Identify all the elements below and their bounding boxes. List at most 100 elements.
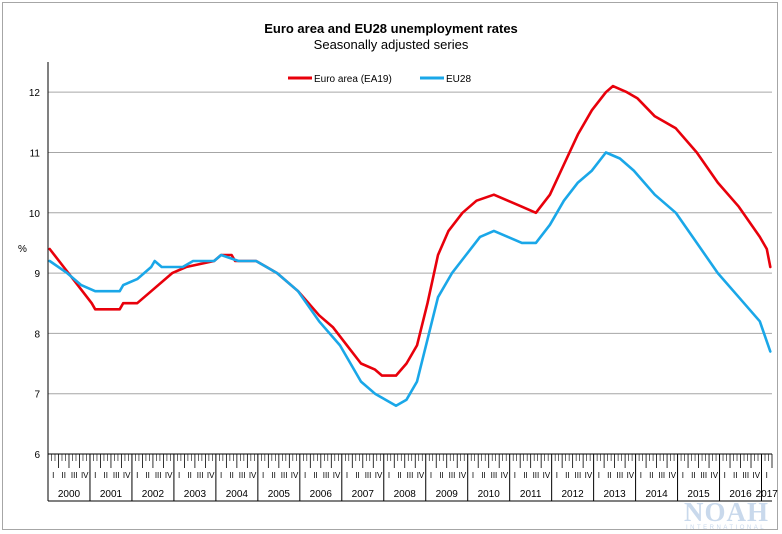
y-axis-label: % bbox=[18, 244, 27, 255]
quarter-label: II bbox=[145, 471, 149, 480]
quarter-label: III bbox=[617, 471, 624, 480]
quarter-label: I bbox=[388, 471, 390, 480]
year-label-2012: 2012 bbox=[562, 489, 585, 500]
quarter-label: I bbox=[346, 471, 348, 480]
quarter-label: I bbox=[52, 471, 54, 480]
quarter-label: I bbox=[304, 471, 306, 480]
y-tick-label-10: 10 bbox=[29, 209, 41, 220]
logo-wordmark: NOAH bbox=[684, 497, 769, 527]
year-label-2010: 2010 bbox=[478, 489, 501, 500]
quarter-label: I bbox=[514, 471, 516, 480]
year-label-2017: 2017 bbox=[756, 489, 779, 500]
quarter-label: II bbox=[691, 471, 695, 480]
quarter-label: III bbox=[491, 471, 498, 480]
quarter-label: II bbox=[313, 471, 317, 480]
quarter-label: I bbox=[724, 471, 726, 480]
quarter-label: IV bbox=[669, 471, 677, 480]
quarter-label: I bbox=[430, 471, 432, 480]
quarter-label: IV bbox=[543, 471, 551, 480]
year-label-2011: 2011 bbox=[520, 489, 542, 500]
quarter-label: I bbox=[220, 471, 222, 480]
quarter-label: III bbox=[113, 471, 120, 480]
series-line-eu28 bbox=[48, 151, 772, 408]
y-tick-label-9: 9 bbox=[34, 269, 40, 280]
quarter-label: II bbox=[103, 471, 107, 480]
quarter-label: IV bbox=[165, 471, 173, 480]
year-label-2003: 2003 bbox=[184, 489, 207, 500]
quarter-label: I bbox=[472, 471, 474, 480]
quarter-label: I bbox=[640, 471, 642, 480]
chart-subtitle: Seasonally adjusted series bbox=[313, 37, 469, 52]
quarter-label: III bbox=[700, 471, 707, 480]
quarter-label: II bbox=[229, 471, 233, 480]
y-tick-label-12: 12 bbox=[29, 88, 41, 99]
year-label-2002: 2002 bbox=[142, 489, 165, 500]
quarter-label: I bbox=[766, 471, 768, 480]
quarter-label: I bbox=[136, 471, 138, 480]
legend-box bbox=[262, 68, 492, 90]
quarter-label: II bbox=[481, 471, 485, 480]
quarter-label: II bbox=[355, 471, 359, 480]
noah-logo: NOAH INTERNATIONAL bbox=[684, 498, 780, 532]
quarter-label: I bbox=[682, 471, 684, 480]
series-line-euro-area bbox=[48, 84, 772, 377]
quarter-label: IV bbox=[81, 471, 89, 480]
year-label-2007: 2007 bbox=[352, 489, 375, 500]
quarter-label: II bbox=[649, 471, 653, 480]
quarter-label: IV bbox=[123, 471, 131, 480]
quarter-label: IV bbox=[752, 471, 760, 480]
quarter-label: III bbox=[281, 471, 288, 480]
logo-subtext: INTERNATIONAL bbox=[686, 525, 767, 531]
year-label-2013: 2013 bbox=[603, 489, 626, 500]
quarter-label: III bbox=[742, 471, 749, 480]
quarter-label: IV bbox=[459, 471, 467, 480]
quarter-label: IV bbox=[711, 471, 719, 480]
quarter-label: IV bbox=[249, 471, 257, 480]
quarter-label: II bbox=[397, 471, 401, 480]
year-label-2006: 2006 bbox=[310, 489, 333, 500]
quarter-label: IV bbox=[207, 471, 215, 480]
year-label-2005: 2005 bbox=[268, 489, 291, 500]
quarter-label: IV bbox=[585, 471, 593, 480]
legend-label-eu28: EU28 bbox=[446, 74, 471, 85]
quarter-label: II bbox=[187, 471, 191, 480]
chart-title: Euro area and EU28 unemployment rates bbox=[264, 21, 518, 36]
quarter-label: III bbox=[323, 471, 330, 480]
year-label-2009: 2009 bbox=[436, 489, 459, 500]
quarter-label: I bbox=[94, 471, 96, 480]
quarter-label: III bbox=[239, 471, 246, 480]
y-tick-label-8: 8 bbox=[34, 329, 40, 340]
quarter-label: III bbox=[533, 471, 540, 480]
quarter-label: I bbox=[262, 471, 264, 480]
quarter-label: IV bbox=[417, 471, 425, 480]
y-tick-label-11: 11 bbox=[30, 148, 41, 159]
year-label-2014: 2014 bbox=[645, 489, 668, 500]
year-label-2015: 2015 bbox=[687, 489, 710, 500]
quarter-label: II bbox=[565, 471, 569, 480]
quarter-label: IV bbox=[291, 471, 299, 480]
year-label-2004: 2004 bbox=[226, 489, 249, 500]
quarter-label: III bbox=[71, 471, 78, 480]
quarter-label: II bbox=[439, 471, 443, 480]
y-tick-label-6: 6 bbox=[34, 450, 40, 461]
year-label-2001: 2001 bbox=[100, 489, 123, 500]
year-label-2000: 2000 bbox=[58, 489, 81, 500]
quarter-label: III bbox=[155, 471, 162, 480]
year-label-2008: 2008 bbox=[394, 489, 417, 500]
quarter-label: II bbox=[271, 471, 275, 480]
quarter-label: III bbox=[197, 471, 204, 480]
quarter-label: II bbox=[733, 471, 737, 480]
quarter-label: II bbox=[523, 471, 527, 480]
quarter-label: III bbox=[407, 471, 414, 480]
quarter-label: I bbox=[178, 471, 180, 480]
quarter-label: IV bbox=[375, 471, 383, 480]
quarter-label: I bbox=[598, 471, 600, 480]
quarter-label: IV bbox=[627, 471, 635, 480]
quarter-label: III bbox=[658, 471, 665, 480]
quarter-label: II bbox=[607, 471, 611, 480]
quarter-label: III bbox=[575, 471, 582, 480]
quarter-label: III bbox=[449, 471, 456, 480]
quarter-label: I bbox=[556, 471, 558, 480]
quarter-label: IV bbox=[501, 471, 509, 480]
